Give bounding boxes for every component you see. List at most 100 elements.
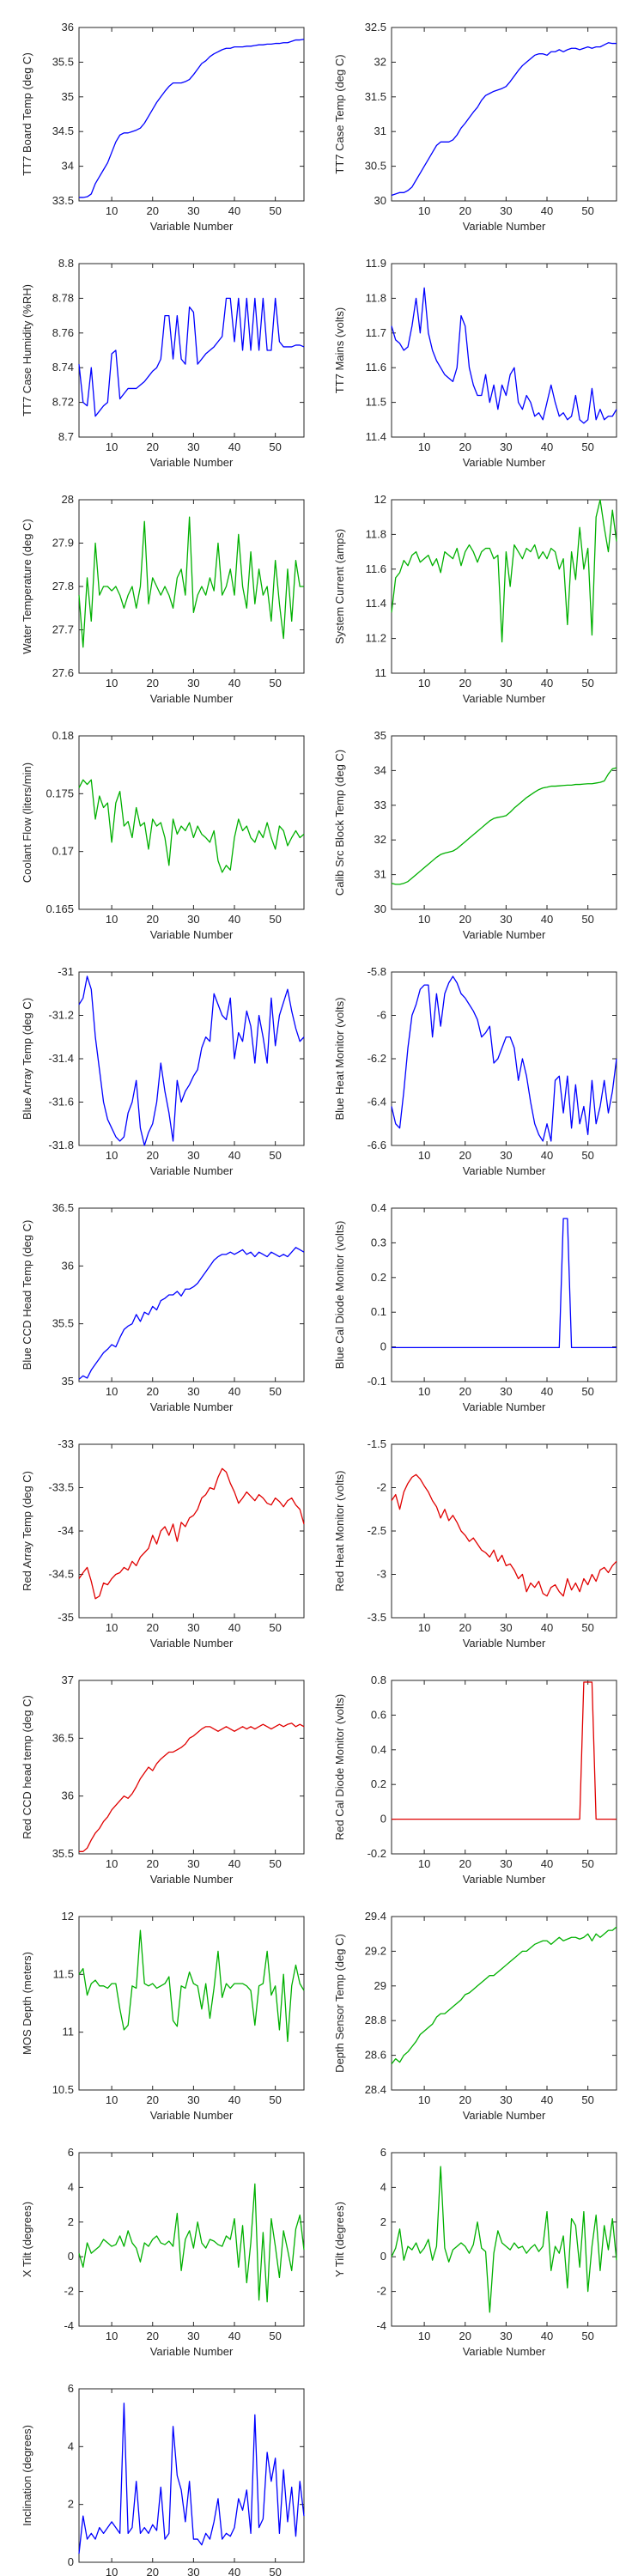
x-tick-label: 40: [228, 1621, 240, 1634]
series-line: [392, 1681, 617, 1820]
y-tick-label: 34: [62, 160, 74, 173]
y-tick-label: -31.4: [48, 1052, 74, 1065]
x-tick-label: 10: [418, 1149, 430, 1162]
y-tick-label: 11: [63, 2026, 75, 2038]
x-axis-label: Variable Number: [463, 928, 546, 941]
y-tick-label: 11.5: [366, 396, 386, 409]
plot-frame: [391, 971, 617, 1146]
y-tick-label: 35.5: [52, 55, 74, 68]
plot-frame: [78, 263, 305, 438]
y-tick-label: 36.5: [52, 1731, 74, 1744]
chart-panel-12: 10 20 30 40 50 -0.1 0 0.1 0.2 0.3 0.4 Variable Numb…: [333, 1201, 617, 1413]
y-tick-label: 0.2: [371, 1271, 386, 1284]
series-line: [78, 1929, 305, 2043]
y-tick-label: -2: [64, 2285, 74, 2298]
x-axis-label: Variable Number: [463, 692, 546, 705]
plot-frame: [78, 499, 305, 674]
plot-frame: [391, 263, 617, 438]
x-tick-label: 40: [541, 1385, 553, 1398]
x-tick-label: 30: [187, 2093, 199, 2106]
y-tick-label: -2: [376, 1481, 386, 1494]
y-axis-label: TT7 Case Humidity (%RH): [21, 284, 33, 416]
y-tick-label: 35: [62, 1375, 74, 1388]
x-tick-label: 40: [228, 677, 240, 690]
y-tick-label: 8.8: [58, 257, 74, 270]
y-tick-label: 28.4: [365, 2083, 386, 2096]
chart-panel-14: 10 20 30 40 50 -3.5 -3 -2.5 -2 -1.5 Variable Numbe…: [333, 1437, 617, 1649]
x-tick-label: 40: [541, 1621, 553, 1634]
y-tick-label: -3.5: [368, 1611, 386, 1624]
x-tick-label: 50: [269, 2093, 281, 2106]
y-tick-label: -4: [376, 2319, 386, 2332]
y-tick-label: 6: [68, 2382, 74, 2395]
y-tick-label: 34: [374, 763, 386, 776]
series-line: [391, 767, 617, 885]
x-axis-label: Variable Number: [150, 2109, 234, 2122]
x-tick-label: 40: [228, 440, 240, 453]
x-tick-label: 20: [147, 204, 159, 217]
x-axis-label: Variable Number: [150, 1400, 234, 1413]
x-tick-label: 40: [228, 1857, 240, 1870]
y-tick-label: 0.4: [371, 1743, 386, 1756]
y-tick-label: -31.6: [48, 1096, 74, 1109]
chart-panel-2: 10 20 30 40 50 30 30.5 31 31.5 32 32.5 Variable Num…: [333, 21, 617, 233]
y-tick-label: 2: [380, 2215, 386, 2228]
x-tick-label: 50: [269, 1385, 281, 1398]
x-tick-label: 20: [459, 1149, 471, 1162]
plot-frame: [391, 735, 617, 910]
series-line: [78, 779, 305, 873]
x-axis-label: Variable Number: [463, 1637, 546, 1649]
x-tick-label: 50: [581, 2093, 593, 2106]
y-tick-label: 28.8: [365, 2014, 386, 2026]
plot-frame: [78, 971, 305, 1146]
x-tick-label: 40: [541, 677, 553, 690]
x-tick-label: 50: [581, 1149, 593, 1162]
plot-frame: [78, 2388, 305, 2563]
x-tick-label: 50: [269, 440, 281, 453]
plot-frame: [78, 1207, 305, 1382]
x-tick-label: 30: [187, 1385, 199, 1398]
x-tick-label: 10: [418, 440, 430, 453]
x-tick-label: 10: [106, 913, 118, 926]
y-tick-label: 4: [68, 2180, 74, 2193]
x-tick-label: 10: [418, 913, 430, 926]
y-tick-label: -31.2: [48, 1009, 74, 1022]
y-tick-label: 35.5: [52, 1847, 74, 1860]
x-tick-label: 40: [228, 2093, 240, 2106]
y-tick-label: 2: [68, 2498, 74, 2511]
x-tick-label: 20: [459, 1385, 471, 1398]
x-tick-label: 50: [269, 913, 281, 926]
x-tick-label: 10: [106, 1149, 118, 1162]
x-axis-label: Variable Number: [463, 1400, 546, 1413]
y-tick-label: 11.6: [366, 361, 386, 374]
x-tick-label: 10: [418, 1857, 430, 1870]
plot-frame: [391, 2152, 617, 2327]
y-axis-label: Blue CCD Head Temp (deg C): [21, 1220, 33, 1370]
chart-panel-16: 10 20 30 40 50 -0.2 0 0.2 0.4 0.6 0.8 Variable Numb…: [333, 1674, 617, 1886]
chart-panel-17: 10 20 30 40 50 10.5 11 11.5 12 Variable Number MOS…: [21, 1910, 305, 2122]
y-tick-label: 2: [68, 2215, 74, 2228]
x-tick-label: 20: [147, 1385, 159, 1398]
y-axis-label: Inclination (degrees): [21, 2425, 33, 2526]
x-tick-label: 30: [187, 440, 199, 453]
y-tick-label: -6.2: [368, 1052, 386, 1065]
x-tick-label: 50: [581, 204, 593, 217]
chart-panel-18: 10 20 30 40 50 28.4 28.6 28.8 29 29.2 29.4 Variable…: [333, 1910, 617, 2122]
y-tick-label: 30: [374, 902, 386, 915]
chart-panel-1: 10 20 30 40 50 33.5 34 34.5 35 35.5 36 Variable Num…: [21, 21, 305, 233]
series-line: [78, 516, 304, 648]
y-tick-label: 33.5: [52, 194, 74, 207]
y-tick-label: 27.6: [52, 666, 74, 679]
series-line: [391, 499, 617, 643]
y-tick-label: 0.18: [52, 729, 74, 742]
series-line: [391, 1926, 617, 2065]
x-tick-label: 40: [541, 1149, 553, 1162]
x-tick-label: 10: [106, 204, 118, 217]
x-axis-label: Variable Number: [150, 692, 234, 705]
x-tick-label: 30: [500, 1621, 512, 1634]
x-tick-label: 10: [106, 677, 118, 690]
x-tick-label: 10: [106, 440, 118, 453]
y-tick-label: 0.4: [371, 1201, 386, 1214]
x-tick-label: 40: [228, 2566, 240, 2576]
